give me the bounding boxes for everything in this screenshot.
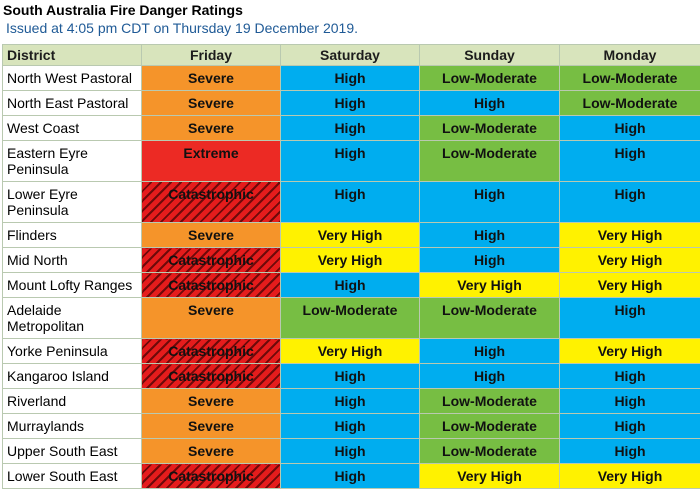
rating-cell: Very High: [420, 273, 560, 298]
rating-cell: High: [420, 248, 560, 273]
district-name: North East Pastoral: [3, 91, 142, 116]
rating-cell: High: [420, 182, 560, 223]
rating-cell: Severe: [142, 91, 281, 116]
rating-cell: Low-Moderate: [420, 389, 560, 414]
district-name: North West Pastoral: [3, 66, 142, 91]
rating-cell: Severe: [142, 439, 281, 464]
rating-cell: High: [281, 66, 420, 91]
rating-cell: High: [281, 364, 420, 389]
rating-cell: Very High: [281, 339, 420, 364]
district-name: Mount Lofty Ranges: [3, 273, 142, 298]
district-name: Mid North: [3, 248, 142, 273]
rating-cell: Low-Moderate: [420, 116, 560, 141]
rating-cell: Severe: [142, 414, 281, 439]
rating-cell: Low-Moderate: [281, 298, 420, 339]
issued-timestamp: Issued at 4:05 pm CDT on Thursday 19 Dec…: [6, 20, 358, 36]
rating-cell: Low-Moderate: [420, 141, 560, 182]
rating-cell: Very High: [560, 273, 700, 298]
rating-cell: Severe: [142, 116, 281, 141]
rating-cell: Low-Moderate: [420, 414, 560, 439]
district-name: Riverland: [3, 389, 142, 414]
rating-cell: Very High: [281, 223, 420, 248]
rating-cell: Very High: [560, 248, 700, 273]
district-name: West Coast: [3, 116, 142, 141]
rating-cell: High: [560, 298, 700, 339]
rating-cell: High: [420, 339, 560, 364]
rating-cell: Very High: [560, 339, 700, 364]
rating-cell: High: [281, 464, 420, 489]
rating-cell: High: [281, 273, 420, 298]
rating-cell: Severe: [142, 389, 281, 414]
rating-cell: Very High: [560, 464, 700, 489]
page-title: South Australia Fire Danger Ratings: [3, 2, 243, 18]
rating-cell: Low-Moderate: [420, 66, 560, 91]
district-name: Murraylands: [3, 414, 142, 439]
rating-cell: High: [560, 439, 700, 464]
rating-cell: Catastrophic: [142, 182, 281, 223]
rating-cell: Very High: [560, 223, 700, 248]
rating-cell: Severe: [142, 223, 281, 248]
rating-cell: High: [281, 91, 420, 116]
rating-cell: High: [420, 223, 560, 248]
district-name: Lower South East: [3, 464, 142, 489]
column-header-day: Monday: [560, 45, 700, 66]
rating-cell: Catastrophic: [142, 248, 281, 273]
rating-cell: High: [281, 182, 420, 223]
rating-cell: Catastrophic: [142, 273, 281, 298]
column-header-day: Sunday: [420, 45, 560, 66]
rating-cell: High: [281, 414, 420, 439]
rating-cell: High: [420, 364, 560, 389]
district-name: Adelaide Metropolitan: [3, 298, 142, 339]
rating-cell: High: [281, 439, 420, 464]
rating-cell: High: [560, 141, 700, 182]
district-name: Eastern Eyre Peninsula: [3, 141, 142, 182]
district-name: Kangaroo Island: [3, 364, 142, 389]
district-name: Yorke Peninsula: [3, 339, 142, 364]
column-header-day: Friday: [142, 45, 281, 66]
rating-cell: Very High: [281, 248, 420, 273]
rating-cell: Severe: [142, 66, 281, 91]
rating-cell: High: [281, 389, 420, 414]
rating-cell: Low-Moderate: [420, 439, 560, 464]
column-header-day: Saturday: [281, 45, 420, 66]
rating-cell: High: [281, 141, 420, 182]
rating-cell: High: [420, 91, 560, 116]
rating-cell: High: [560, 182, 700, 223]
column-header-district: District: [3, 45, 142, 66]
rating-cell: Catastrophic: [142, 464, 281, 489]
fire-danger-table: District Friday Saturday Sunday Monday N…: [2, 44, 700, 489]
district-name: Upper South East: [3, 439, 142, 464]
rating-cell: Severe: [142, 298, 281, 339]
district-name: Flinders: [3, 223, 142, 248]
table-header-row: District Friday Saturday Sunday Monday: [3, 45, 700, 66]
rating-cell: Low-Moderate: [560, 91, 700, 116]
rating-cell: Very High: [420, 464, 560, 489]
rating-cell: High: [281, 116, 420, 141]
rating-cell: High: [560, 116, 700, 141]
rating-cell: Catastrophic: [142, 364, 281, 389]
rating-cell: Extreme: [142, 141, 281, 182]
rating-cell: Low-Moderate: [560, 66, 700, 91]
rating-cell: High: [560, 414, 700, 439]
rating-cell: Low-Moderate: [420, 298, 560, 339]
rating-cell: High: [560, 364, 700, 389]
rating-cell: High: [560, 389, 700, 414]
rating-cell: Catastrophic: [142, 339, 281, 364]
district-name: Lower Eyre Peninsula: [3, 182, 142, 223]
